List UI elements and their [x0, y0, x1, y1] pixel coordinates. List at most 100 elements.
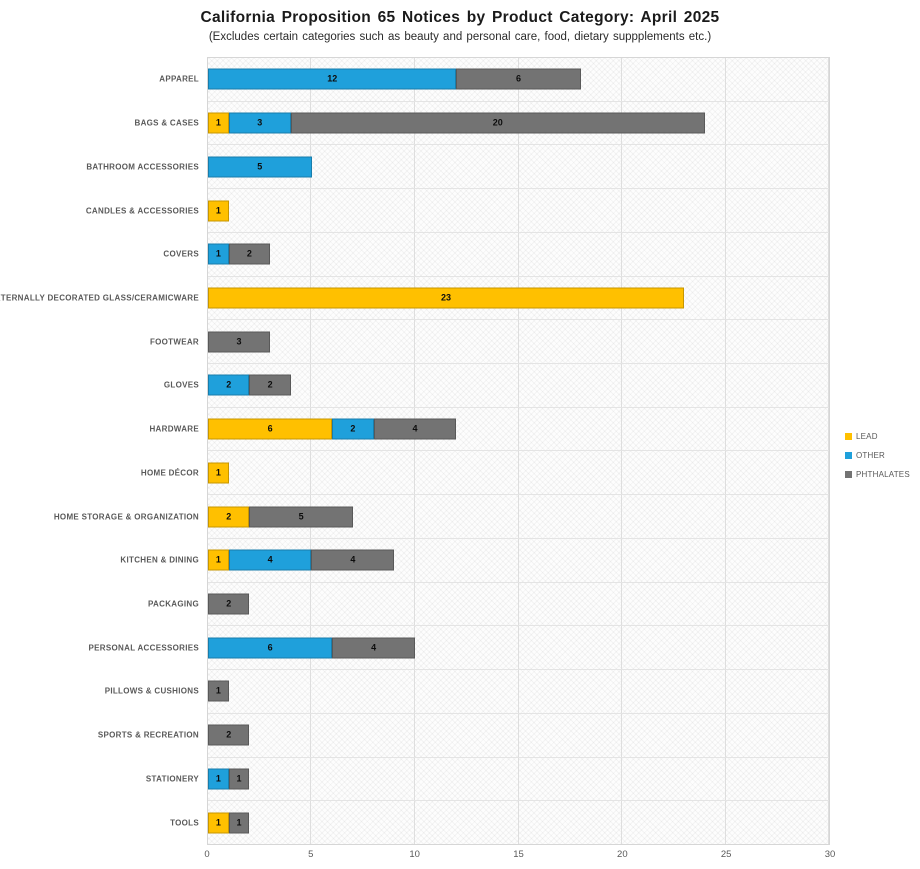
bar-segment-lead: 1	[208, 549, 229, 571]
value-label: 4	[412, 423, 418, 434]
stacked-bar: 2	[208, 724, 829, 746]
bar-segment-phthalates: 1	[228, 768, 250, 790]
x-tick-label: 25	[720, 849, 732, 860]
legend-swatch-icon	[845, 452, 852, 459]
plot-area: APPAREL 12 6 BAGS & CASES 1 3 20 BATHROOM ACCES…	[0, 57, 830, 845]
legend-swatch-icon	[845, 471, 852, 478]
bar-segment-phthalates: 3	[208, 331, 271, 353]
category-row: GLOVES 2 2	[164, 364, 829, 408]
legend-item-other: OTHER	[845, 451, 910, 460]
category-row: COVERS 1 2	[163, 233, 829, 277]
stacked-bar: 1 3 20	[208, 112, 829, 134]
legend-item-lead: LEAD	[845, 432, 910, 441]
category-row: HOME DÉCOR 1	[141, 451, 829, 496]
category-row: STATIONERY 1 1	[146, 758, 829, 802]
bar-segment-phthalates: 4	[373, 418, 457, 440]
bar-segment-other: 5	[208, 156, 312, 178]
value-label: 2	[246, 248, 252, 259]
legend: LEAD OTHER PHTHALATES	[845, 432, 910, 479]
category-row: HARDWARE 6 2 4	[149, 408, 829, 452]
bar-segment-other: 1	[208, 768, 229, 790]
x-tick-label: 0	[204, 849, 210, 860]
category-row: PERSONAL ACCESSORIES 6 4	[89, 626, 829, 671]
stacked-bar: 1 4 4	[208, 549, 829, 571]
category-label: BAGS & CASES	[134, 118, 199, 128]
value-label: 1	[215, 205, 221, 216]
value-label: 2	[226, 598, 232, 609]
category-row: HOME STORAGE & ORGANIZATION 2 5	[54, 495, 829, 539]
category-label: PERSONAL ACCESSORIES	[88, 643, 199, 653]
value-label: 1	[215, 117, 221, 128]
stacked-bar: 2	[208, 593, 829, 615]
value-label: 1	[215, 773, 221, 784]
value-label: 1	[215, 817, 221, 828]
bar-segment-phthalates: 4	[332, 637, 415, 659]
x-tick-label: 15	[513, 849, 524, 860]
value-label: 6	[515, 73, 521, 84]
value-label: 2	[226, 511, 232, 522]
category-label: FOOTWEAR	[149, 337, 199, 347]
category-label: BATHROOM ACCESSORIES	[86, 162, 199, 172]
category-row: BATHROOM ACCESSORIES 5	[86, 145, 829, 190]
value-label: 2	[226, 729, 232, 740]
chart-title: California Proposition 65 Notices by Pro…	[200, 9, 720, 26]
value-label: 1	[215, 248, 221, 259]
value-label: 6	[267, 423, 273, 434]
x-axis: 0 5 10 15 20 25 30	[204, 849, 835, 863]
legend-label: LEAD	[856, 432, 878, 441]
value-label: 4	[371, 642, 377, 653]
bar-segment-lead: 2	[208, 506, 250, 528]
category-label: APPAREL	[159, 74, 199, 84]
bar-segment-phthalates: 6	[456, 68, 581, 90]
stacked-bar: 1	[208, 462, 829, 484]
value-label: 20	[492, 117, 503, 128]
category-label: CANDLES & ACCESSORIES	[85, 206, 199, 216]
bar-segment-phthalates: 2	[249, 374, 291, 396]
x-tick-label: 20	[617, 849, 628, 860]
category-label: SPORTS & RECREATION	[97, 730, 199, 740]
x-tick-label: 5	[308, 849, 314, 860]
bar-segment-lead: 23	[208, 287, 685, 309]
bar-segment-phthalates: 20	[290, 112, 705, 134]
value-label: 3	[236, 336, 242, 347]
bar-segment-lead: 6	[208, 418, 333, 440]
value-label: 3	[257, 117, 263, 128]
stacked-bar: 3	[208, 331, 829, 353]
bar-segment-phthalates: 2	[208, 724, 250, 746]
bar-segment-phthalates: 2	[228, 243, 271, 265]
value-label: 1	[236, 773, 242, 784]
category-label: COVERS	[163, 249, 199, 259]
bar-segment-other: 6	[208, 637, 333, 659]
legend-item-phthalates: PHTHALATES	[845, 470, 910, 479]
value-label: 4	[267, 554, 273, 565]
category-label: PILLOWS & CUSHIONS	[104, 686, 199, 696]
category-row: APPAREL 12 6	[159, 58, 829, 102]
category-label: EXTERNALLY DECORATED GLASS/CERAMICWARE	[0, 293, 199, 303]
category-row: FOOTWEAR 3	[150, 320, 829, 365]
stacked-bar: 1	[208, 200, 829, 222]
category-label: HARDWARE	[149, 424, 199, 434]
value-label: 2	[350, 423, 356, 434]
value-label: 1	[236, 817, 242, 828]
category-label: STATIONERY	[145, 774, 199, 784]
value-label: 6	[267, 642, 273, 653]
bar-segment-other: 3	[228, 112, 291, 134]
bar-segment-other: 1	[208, 243, 229, 265]
stacked-bar: 1	[208, 680, 829, 702]
category-row: PACKAGING 2	[148, 583, 829, 627]
bar-segment-lead: 1	[208, 812, 229, 834]
value-label: 1	[215, 554, 221, 565]
value-label: 12	[327, 73, 338, 84]
category-row: BAGS & CASES 1 3 20	[135, 102, 829, 146]
value-label: 2	[267, 379, 273, 390]
category-label: HOME DÉCOR	[140, 468, 199, 478]
stacked-bar: 6 2 4	[208, 418, 829, 440]
category-row: TOOLS 1 1	[170, 801, 829, 844]
bar-segment-lead: 1	[208, 112, 229, 134]
legend-swatch-icon	[845, 433, 852, 440]
